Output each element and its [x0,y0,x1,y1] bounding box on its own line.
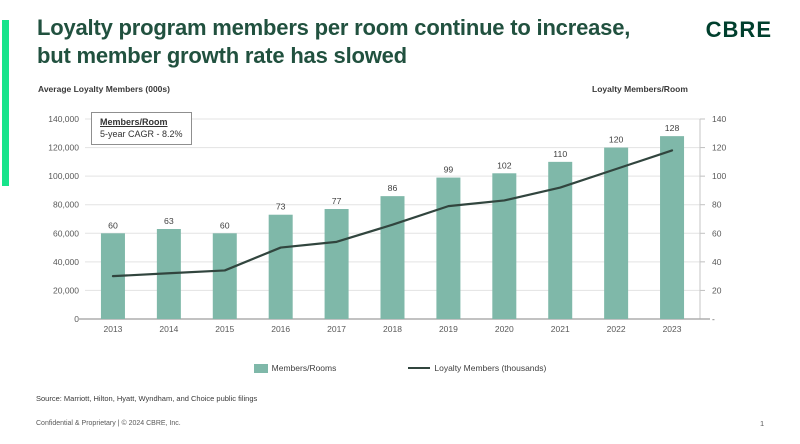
right-axis-tick-label: 20 [712,285,722,295]
bar-value-label: 102 [497,160,512,170]
combo-chart-svg: 0 - 20,000 20 40,000 40 60,000 60 80,000 80 100,00… [48,114,726,334]
x-axis-category-label: 2014 [159,324,178,334]
chart-area: 0 - 20,000 20 40,000 40 60,000 60 80,000 80 100,00… [0,103,800,353]
x-axis-category-label: 2021 [551,324,570,334]
legend-label-loyalty-members: Loyalty Members (thousands) [434,363,547,373]
legend-item-members-rooms: Members/Rooms [253,363,337,373]
bar-value-label: 77 [332,196,342,206]
bar-value-label: 60 [220,220,230,230]
x-axis-category-label: 2019 [439,324,458,334]
annotation-title: Members/Room [100,117,168,127]
bar-value-label: 63 [164,216,174,226]
page-title-line-2: but member growth rate has slowed [37,43,407,68]
accent-bar [2,20,9,186]
left-axis-tick-label: 60,000 [53,228,79,238]
right-axis-tick-label: 140 [712,114,726,124]
right-axis-tick-label: 40 [712,257,722,267]
line-legend-swatch [408,367,431,369]
left-axis-title: Average Loyalty Members (000s) [38,84,170,94]
left-axis-tick-label: 40,000 [53,257,79,267]
bar-2017 [324,209,349,319]
bar-value-label: 60 [108,220,118,230]
bar-value-label: 86 [388,183,398,193]
x-axis-category-label: 2017 [327,324,346,334]
page-title-line-1: Loyalty program members per room continu… [37,15,631,40]
right-axis-tick-label: 100 [712,171,726,181]
loyalty-members-trend-line [111,149,674,278]
right-axis-tick-label: 80 [712,200,722,210]
bar-value-label: 110 [553,149,567,159]
bar-2018 [380,196,405,319]
bar-2023 [660,136,685,319]
right-axis-tick-label: 60 [712,228,722,238]
left-axis-tick-label: 80,000 [53,200,79,210]
x-axis-category-label: 2018 [383,324,402,334]
x-axis-category-label: 2022 [607,324,626,334]
footer-confidential: Confidential & Proprietary | © 2024 CBRE… [36,420,181,427]
page-title: Loyalty program members per room continu… [37,14,717,70]
left-axis-tick-label: 140,000 [48,114,79,124]
right-axis-tick-label: - [712,314,715,324]
x-axis-category-label: 2013 [103,324,122,334]
legend-label-members-rooms: Members/Rooms [271,363,337,373]
bar-2020 [492,173,517,319]
page-number: 1 [760,419,765,428]
annotation-value: 5-year CAGR - 8.2% [100,129,183,139]
left-axis-tick-label: 20,000 [53,285,79,295]
bar-value-label: 120 [609,135,624,145]
x-axis-category-label: 2020 [495,324,514,334]
legend-item-loyalty-members: Loyalty Members (thousands) [408,363,546,373]
x-axis-category-label: 2016 [271,324,290,334]
bar-2019 [436,177,461,319]
x-axis-category-label: 2023 [663,324,682,334]
chart-legend: Members/Rooms Loyalty Members (thousands… [0,361,800,375]
cagr-annotation-box: Members/Room 5-year CAGR - 8.2% [91,112,192,145]
bar-value-label: 99 [444,165,454,175]
cbre-logo: CBRE [705,17,772,42]
bar-value-label: 73 [276,202,286,212]
right-axis-tick-label: 120 [712,143,726,153]
source-note: Source: Marriott, Hilton, Hyatt, Wyndham… [36,394,258,403]
bar-2015 [212,233,237,319]
left-axis-tick-label: 0 [74,314,79,324]
bar-2016 [268,214,293,319]
bar-2022 [604,147,629,319]
x-axis-category-label: 2015 [215,324,234,334]
bar-legend-swatch [253,363,268,373]
left-axis-tick-label: 100,000 [48,171,79,181]
bar-value-label: 128 [665,123,680,133]
right-axis-title: Loyalty Members/Room [592,84,688,94]
left-axis-tick-label: 120,000 [48,143,79,153]
